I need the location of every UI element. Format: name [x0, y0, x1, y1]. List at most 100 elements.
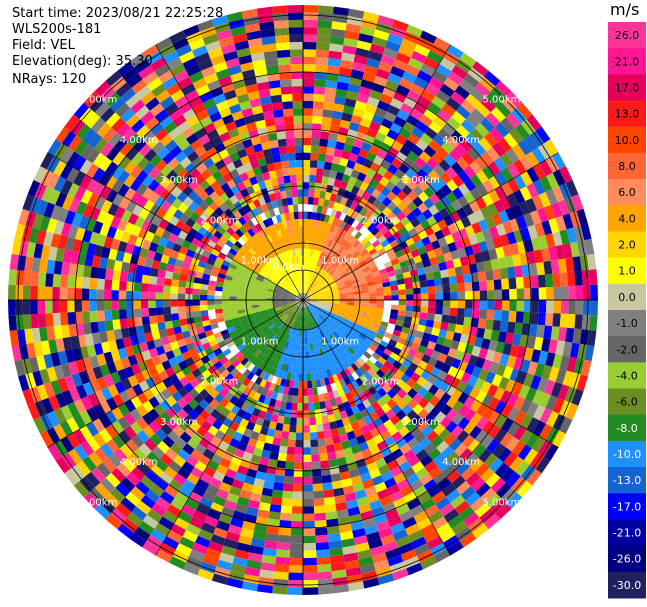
gate-cell [341, 417, 351, 427]
gate-cell [288, 296, 296, 299]
gate-cell [238, 315, 247, 321]
gate-cell [435, 300, 444, 308]
gate-cell [144, 332, 154, 342]
gate-cell [485, 493, 502, 509]
gate-cell [384, 436, 396, 447]
gate-cell [364, 524, 379, 536]
gate-cell [587, 330, 597, 347]
gate-cell [433, 453, 447, 467]
gate-cell [158, 370, 169, 382]
gate-cell [407, 398, 419, 410]
gate-cell [372, 138, 384, 149]
gate-cell [318, 371, 324, 380]
gate-cell [331, 288, 339, 293]
gate-cell [222, 475, 235, 486]
gate-cell [500, 418, 514, 433]
gate-cell [379, 365, 389, 374]
gate-cell [336, 372, 344, 381]
gate-cell [305, 314, 308, 322]
gate-cell [303, 587, 319, 595]
colorbar-tick-label: 2.0 [618, 239, 636, 252]
gate-cell [236, 496, 250, 507]
gate-cell [252, 198, 261, 208]
gate-cell [445, 420, 458, 434]
gate-cell [298, 270, 301, 279]
gate-cell [253, 253, 262, 261]
gate-cell [148, 366, 159, 377]
gate-cell [262, 315, 271, 321]
gate-cell [64, 469, 80, 486]
gate-cell [329, 334, 336, 342]
gate-cell [425, 272, 435, 281]
gate-cell [508, 310, 517, 323]
gate-cell [33, 243, 44, 259]
gate-cell [292, 234, 297, 242]
gate-cell [189, 168, 201, 180]
gate-cell [334, 396, 343, 406]
gate-cell [456, 156, 470, 170]
gate-cell [235, 327, 244, 334]
gate-cell [103, 289, 112, 300]
gate-cell [203, 466, 216, 478]
gate-cell [166, 529, 183, 544]
gate-cell [299, 307, 302, 315]
gate-cell [401, 206, 412, 217]
gate-cell [346, 255, 355, 263]
gate-cell [392, 329, 402, 337]
gate-cell [279, 339, 285, 348]
gate-cell [406, 378, 417, 389]
gate-cell [314, 287, 322, 292]
gate-cell [366, 96, 380, 108]
gate-cell [86, 148, 101, 164]
gate-cell [454, 350, 465, 361]
gate-cell [538, 287, 547, 300]
gate-cell [525, 151, 540, 168]
colorbar-swatch [608, 388, 646, 416]
gate-cell [148, 283, 157, 293]
gate-cell [289, 264, 294, 273]
gate-cell [497, 137, 512, 153]
gate-cell [30, 285, 38, 300]
gate-cell [294, 219, 300, 227]
gate-cell [247, 90, 261, 101]
gate-cell [251, 225, 259, 235]
gate-cell [260, 309, 268, 314]
gate-cell [241, 256, 250, 264]
gate-cell [167, 256, 177, 266]
colorbar-swatch [608, 493, 646, 520]
gate-cell [387, 484, 401, 496]
gate-cell [225, 401, 235, 412]
gate-cell [374, 243, 384, 252]
gate-cell [168, 373, 180, 385]
gate-cell [523, 135, 538, 152]
gate-cell [306, 278, 309, 286]
gate-cell [470, 412, 483, 426]
gate-cell [343, 232, 351, 241]
gate-cell [295, 152, 303, 161]
colorbar-tick-label: 21.0 [615, 55, 640, 68]
gate-cell [198, 59, 214, 71]
gate-cell [251, 105, 264, 115]
gate-cell [37, 272, 47, 287]
gate-cell [401, 326, 410, 335]
gate-cell [105, 320, 114, 332]
gate-cell [408, 57, 424, 70]
gate-cell [296, 174, 303, 183]
gate-cell [279, 281, 286, 287]
gate-cell [209, 379, 220, 389]
gate-cell [308, 304, 315, 310]
gate-cell [298, 218, 303, 227]
gate-cell [426, 373, 438, 385]
gate-cell [404, 277, 413, 284]
gate-cell [279, 244, 285, 253]
gate-cell [234, 270, 243, 277]
azimuth-spoke [155, 299, 304, 556]
gate-cell [303, 295, 309, 300]
gate-cell [270, 414, 279, 423]
gate-cell [375, 520, 391, 532]
gate-cell [359, 383, 368, 393]
gate-cell [474, 156, 488, 170]
gate-cell [201, 65, 216, 78]
gate-cell [138, 520, 155, 535]
gate-cell [240, 528, 254, 539]
